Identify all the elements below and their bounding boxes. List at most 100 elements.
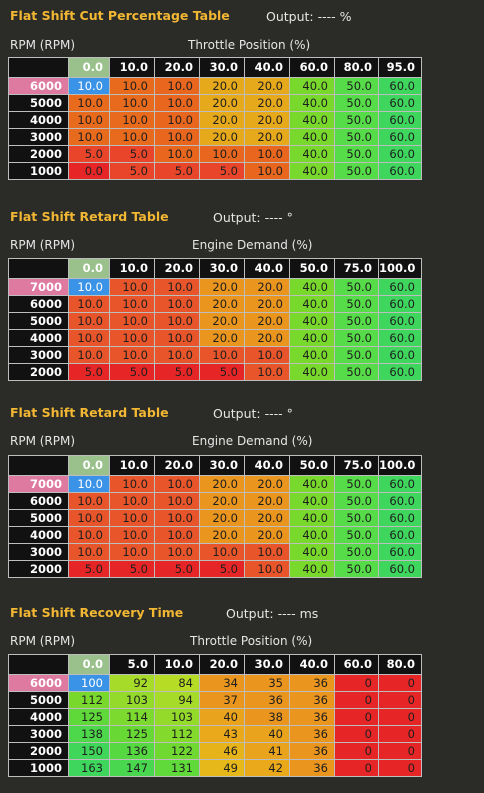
table-cell[interactable]: 5.0 [68,560,110,578]
table-cell[interactable]: 10.0 [154,111,200,129]
table-cell[interactable]: 37 [199,691,245,709]
table-cell[interactable]: 5.0 [109,560,155,578]
table-cell[interactable]: 40.0 [289,329,335,347]
selected-table-cell[interactable]: 10.0 [68,77,110,95]
table-cell[interactable]: 36 [289,708,335,726]
table-cell[interactable]: 0 [378,674,422,692]
column-header[interactable]: 30.0 [199,57,245,78]
column-header[interactable]: 0.0 [68,57,110,78]
table-cell[interactable]: 10.0 [154,77,200,95]
column-header[interactable]: 20.0 [154,455,200,476]
table-cell[interactable]: 0 [378,742,422,760]
table-cell[interactable]: 10.0 [154,278,200,296]
table-cell[interactable]: 5.0 [109,162,155,180]
table-cell[interactable]: 60.0 [378,492,422,510]
column-header[interactable]: 40.0 [289,654,335,675]
table-cell[interactable]: 50.0 [334,526,379,544]
rpm-row-header[interactable]: 2000 [8,560,69,578]
table-cell[interactable]: 5.0 [109,145,155,163]
table-cell[interactable]: 20.0 [244,77,290,95]
table-cell[interactable]: 41 [244,742,290,760]
selected-table-cell[interactable]: 100 [68,674,110,692]
table-cell[interactable]: 0 [334,708,379,726]
table-cell[interactable]: 0 [334,742,379,760]
table-cell[interactable]: 5.0 [68,363,110,381]
table-cell[interactable]: 50.0 [334,346,379,364]
column-header[interactable]: 20.0 [154,57,200,78]
table-cell[interactable]: 112 [68,691,110,709]
table-cell[interactable]: 40.0 [289,346,335,364]
table-cell[interactable]: 0.0 [68,162,110,180]
table-cell[interactable]: 50.0 [334,509,379,527]
table-cell[interactable]: 60.0 [378,509,422,527]
table-cell[interactable]: 10.0 [199,346,245,364]
table-cell[interactable]: 0 [334,674,379,692]
table-cell[interactable]: 131 [154,759,200,777]
column-header[interactable]: 0.0 [68,455,110,476]
column-header[interactable]: 75.0 [334,455,379,476]
table-cell[interactable]: 36 [289,742,335,760]
table-cell[interactable]: 50.0 [334,111,379,129]
table-cell[interactable]: 40.0 [289,492,335,510]
table-cell[interactable]: 20.0 [244,278,290,296]
table-cell[interactable]: 20.0 [199,278,245,296]
table-cell[interactable]: 10.0 [109,475,155,493]
table-cell[interactable]: 40 [244,725,290,743]
table-cell[interactable]: 10.0 [244,560,290,578]
table-cell[interactable]: 50.0 [334,145,379,163]
table-cell[interactable]: 50.0 [334,295,379,313]
table-cell[interactable]: 20.0 [244,128,290,146]
table-cell[interactable]: 10.0 [154,312,200,330]
table-cell[interactable]: 10.0 [109,526,155,544]
table-cell[interactable]: 10.0 [244,162,290,180]
table-cell[interactable]: 40.0 [289,475,335,493]
table-cell[interactable]: 150 [68,742,110,760]
rpm-row-header[interactable]: 5000 [8,94,69,112]
rpm-row-header[interactable]: 7000 [8,278,69,296]
table-cell[interactable]: 40.0 [289,111,335,129]
table-cell[interactable]: 60.0 [378,162,422,180]
rpm-row-header[interactable]: 4000 [8,329,69,347]
rpm-row-header[interactable]: 5000 [8,691,69,709]
table-cell[interactable]: 10.0 [109,543,155,561]
rpm-row-header[interactable]: 6000 [8,77,69,95]
table-cell[interactable]: 50.0 [334,94,379,112]
selected-table-cell[interactable]: 10.0 [68,278,110,296]
table-cell[interactable]: 10.0 [68,509,110,527]
column-header[interactable]: 0.0 [68,258,110,279]
table-cell[interactable]: 10.0 [199,145,245,163]
column-header[interactable]: 40.0 [244,258,290,279]
table-cell[interactable]: 49 [199,759,245,777]
table-cell[interactable]: 20.0 [199,526,245,544]
table-cell[interactable]: 60.0 [378,526,422,544]
table-cell[interactable]: 10.0 [154,492,200,510]
table-cell[interactable]: 5.0 [68,145,110,163]
table-cell[interactable]: 38 [244,708,290,726]
rpm-row-header[interactable]: 2000 [8,363,69,381]
rpm-row-header[interactable]: 1000 [8,759,69,777]
table-cell[interactable]: 60.0 [378,329,422,347]
table-cell[interactable]: 36 [289,725,335,743]
table-cell[interactable]: 5.0 [199,162,245,180]
table-cell[interactable]: 20.0 [244,329,290,347]
table-cell[interactable]: 10.0 [68,128,110,146]
rpm-row-header[interactable]: 4000 [8,526,69,544]
table-cell[interactable]: 5.0 [154,363,200,381]
table-cell[interactable]: 60.0 [378,312,422,330]
table-cell[interactable]: 10.0 [244,543,290,561]
table-cell[interactable]: 10.0 [244,363,290,381]
table-cell[interactable]: 20.0 [244,475,290,493]
table-cell[interactable]: 10.0 [244,346,290,364]
rpm-row-header[interactable]: 3000 [8,543,69,561]
rpm-row-header[interactable]: 3000 [8,346,69,364]
rpm-row-header[interactable]: 1000 [8,162,69,180]
table-cell[interactable]: 20.0 [244,509,290,527]
table-cell[interactable]: 103 [109,691,155,709]
table-cell[interactable]: 10.0 [68,492,110,510]
table-cell[interactable]: 20.0 [244,295,290,313]
table-cell[interactable]: 40.0 [289,162,335,180]
table-cell[interactable]: 103 [154,708,200,726]
table-cell[interactable]: 10.0 [154,94,200,112]
rpm-row-header[interactable]: 2000 [8,742,69,760]
table-cell[interactable]: 60.0 [378,475,422,493]
